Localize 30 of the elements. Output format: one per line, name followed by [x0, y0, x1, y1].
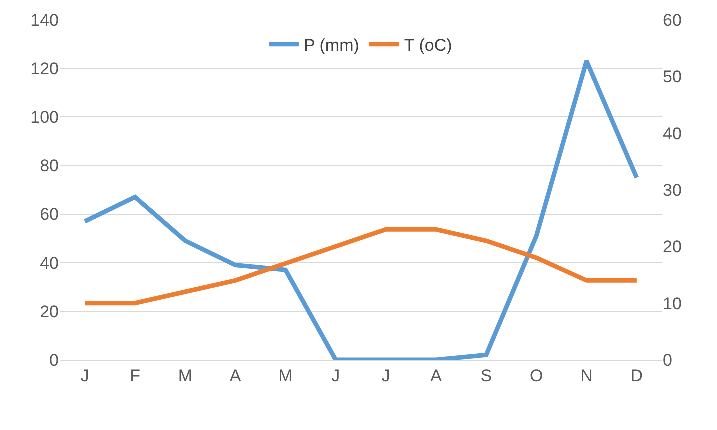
y2-tick-label: 50 [663, 68, 682, 87]
y-tick-label: 80 [40, 156, 59, 176]
y2-tick-label: 30 [663, 180, 682, 200]
x-tick-label: A [230, 366, 242, 386]
x-tick-label: O [530, 366, 544, 386]
y-tick-label: 120 [30, 60, 59, 79]
y2-tick-label: 60 [663, 10, 682, 30]
legend-label: T (oC) [404, 36, 452, 55]
y2-tick-label: 10 [663, 294, 682, 314]
y2-tick-label: 40 [663, 124, 682, 144]
y-tick-label: 0 [50, 350, 59, 370]
y-tick-label: 100 [30, 108, 59, 128]
x-tick-label: F [130, 366, 140, 386]
x-tick-label: J [382, 366, 390, 386]
x-tick-label: D [630, 366, 644, 386]
y-tick-label: 40 [40, 254, 59, 273]
x-tick-label: A [430, 366, 443, 386]
x-tick-label: J [80, 366, 90, 386]
x-tick-label: N [580, 366, 593, 386]
y-tick-label: 20 [40, 302, 59, 322]
y-tick-label: 140 [30, 10, 59, 30]
x-tick-label: M [278, 366, 293, 386]
y-tick-label: 60 [40, 205, 59, 224]
x-tick-label: J [332, 366, 340, 386]
y2-tick-label: 0 [663, 350, 672, 370]
legend-label: P (mm) [304, 36, 360, 55]
y2-tick-label: 20 [663, 238, 682, 257]
x-tick-label: S [480, 366, 492, 386]
x-tick-label: M [178, 366, 193, 386]
line-series [82, 59, 640, 360]
